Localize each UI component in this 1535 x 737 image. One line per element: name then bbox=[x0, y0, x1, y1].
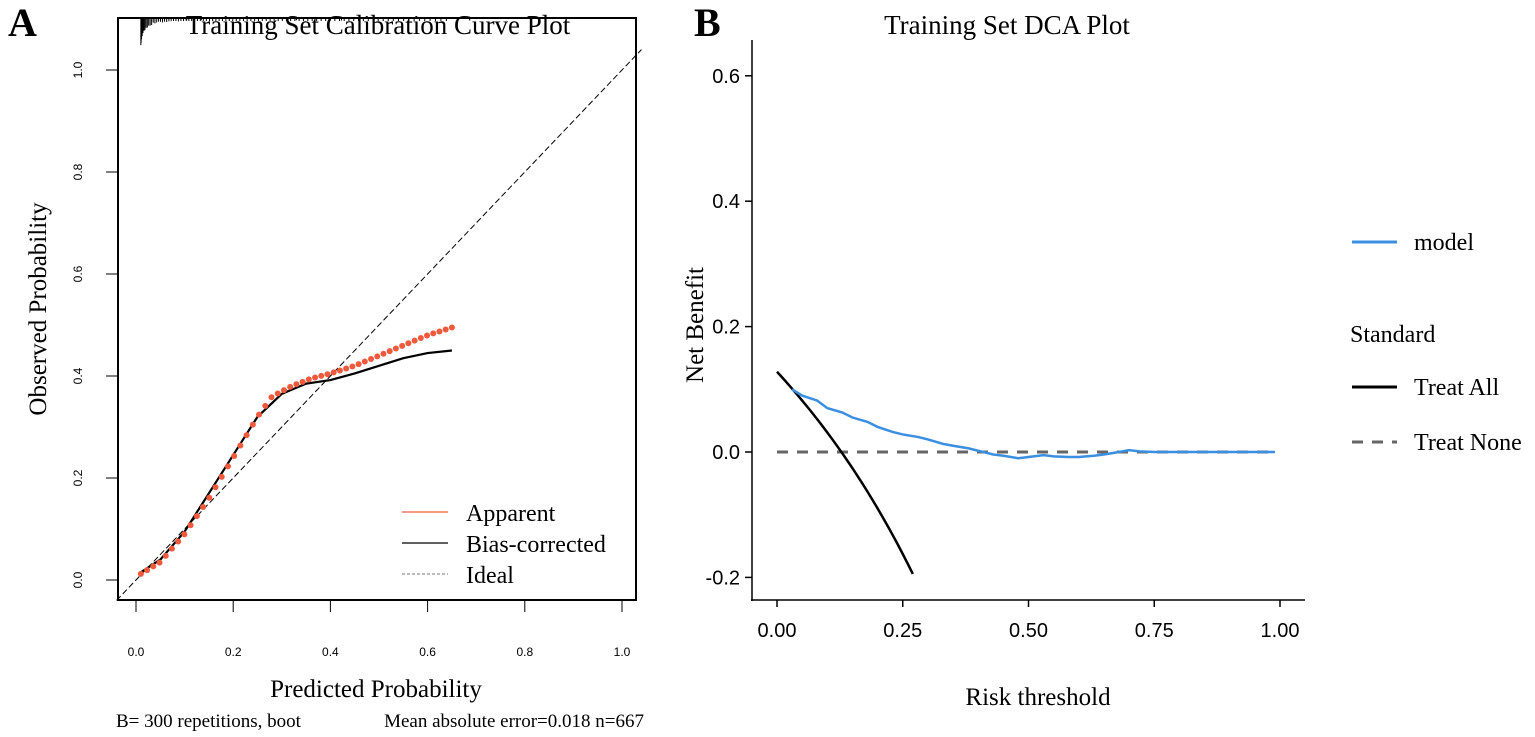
apparent-point bbox=[281, 387, 287, 393]
apparent-point bbox=[418, 335, 424, 341]
x-tick-label: 1.0 bbox=[614, 645, 631, 659]
legend-label-apparent: Apparent bbox=[466, 501, 556, 527]
y-tick-label: 0.0 bbox=[712, 442, 740, 464]
apparent-point bbox=[237, 443, 243, 449]
panel-a-legend: Apparent Bias-corrected Ideal bbox=[402, 501, 606, 589]
panel-b-xlabel: Risk threshold bbox=[965, 684, 1111, 711]
x-tick-label: 0.25 bbox=[883, 620, 922, 642]
panel-a-xlabel: Predicted Probability bbox=[270, 676, 482, 703]
apparent-point bbox=[244, 432, 250, 438]
apparent-point bbox=[213, 484, 219, 490]
apparent-point bbox=[206, 495, 212, 501]
apparent-point bbox=[219, 474, 225, 480]
apparent-point bbox=[256, 412, 262, 418]
apparent-point bbox=[362, 359, 368, 365]
panel-a-footnote-right: Mean absolute error=0.018 n=667 bbox=[384, 711, 644, 732]
apparent-point bbox=[443, 327, 449, 333]
x-tick-label: 0.0 bbox=[128, 645, 145, 659]
apparent-point bbox=[188, 522, 194, 528]
apparent-point bbox=[380, 351, 386, 357]
model-line bbox=[792, 389, 1275, 458]
panel-a-label: A bbox=[8, 0, 37, 45]
apparent-point bbox=[387, 348, 393, 354]
x-tick-label: 0.2 bbox=[225, 645, 242, 659]
apparent-point bbox=[324, 371, 330, 377]
apparent-point bbox=[356, 361, 362, 367]
apparent-point bbox=[405, 340, 411, 346]
apparent-point bbox=[300, 379, 306, 385]
x-tick-label: 0.8 bbox=[516, 645, 533, 659]
legend-label-ideal: Ideal bbox=[466, 563, 514, 589]
apparent-point bbox=[436, 328, 442, 334]
apparent-point bbox=[268, 394, 274, 400]
apparent-point bbox=[318, 373, 324, 379]
y-tick-label: 0.4 bbox=[71, 367, 85, 384]
panel-b-title: Training Set DCA Plot bbox=[884, 10, 1130, 40]
legend-label-treat-all: Treat All bbox=[1414, 375, 1499, 401]
x-tick-label: 0.75 bbox=[1135, 620, 1174, 642]
x-tick-label: 0.6 bbox=[419, 645, 436, 659]
apparent-point bbox=[175, 539, 181, 545]
x-tick-label: 0.00 bbox=[758, 620, 797, 642]
y-tick-label: 0.2 bbox=[71, 469, 85, 486]
apparent-point bbox=[150, 563, 156, 569]
apparent-point bbox=[231, 453, 237, 459]
apparent-point bbox=[393, 346, 399, 352]
apparent-point bbox=[144, 567, 150, 573]
apparent-point bbox=[430, 330, 436, 336]
y-tick-label: 0.6 bbox=[71, 265, 85, 282]
apparent-point bbox=[225, 463, 231, 469]
apparent-point bbox=[343, 365, 349, 371]
apparent-point bbox=[138, 571, 144, 577]
legend-title-standard: Standard bbox=[1350, 322, 1435, 348]
apparent-point bbox=[424, 332, 430, 338]
apparent-point bbox=[374, 353, 380, 359]
panel-b-legend: model Standard Treat All Treat None bbox=[1350, 230, 1522, 456]
legend-label-treat-none: Treat None bbox=[1414, 430, 1522, 456]
panel-a-footnote-left: B= 300 repetitions, boot bbox=[116, 711, 302, 732]
y-tick-label: 0.6 bbox=[712, 66, 740, 88]
x-tick-label: 1.00 bbox=[1261, 620, 1300, 642]
y-tick-label: 0.0 bbox=[71, 571, 85, 588]
apparent-point bbox=[275, 390, 281, 396]
x-tick-label: 0.4 bbox=[322, 645, 339, 659]
panel-a-ylabel: Observed Probability bbox=[25, 202, 52, 416]
legend-label-bias-corrected: Bias-corrected bbox=[466, 532, 606, 558]
apparent-point bbox=[194, 513, 200, 519]
apparent-point bbox=[200, 504, 206, 510]
y-tick-label: 0.8 bbox=[71, 163, 85, 180]
y-tick-label: -0.2 bbox=[706, 567, 740, 589]
apparent-point bbox=[331, 369, 337, 375]
panel-b-label: B bbox=[694, 0, 721, 45]
y-tick-label: 0.2 bbox=[712, 317, 740, 339]
apparent-point bbox=[169, 546, 175, 552]
legend-label-model: model bbox=[1414, 230, 1474, 256]
y-tick-label: 0.4 bbox=[712, 191, 740, 213]
apparent-point bbox=[163, 553, 169, 559]
apparent-point bbox=[250, 422, 256, 428]
panel-a-title: Training Set Calibration Curve Plot bbox=[186, 10, 571, 40]
apparent-point bbox=[399, 343, 405, 349]
apparent-point bbox=[368, 356, 374, 362]
apparent-point bbox=[293, 381, 299, 387]
apparent-point bbox=[412, 338, 418, 344]
apparent-point bbox=[181, 531, 187, 537]
x-tick-label: 0.50 bbox=[1009, 620, 1048, 642]
apparent-point bbox=[306, 376, 312, 382]
apparent-point bbox=[157, 560, 163, 566]
apparent-point bbox=[449, 325, 455, 331]
y-tick-label: 1.0 bbox=[71, 61, 85, 78]
treat-all-line bbox=[777, 372, 913, 574]
apparent-point bbox=[349, 364, 355, 370]
apparent-point bbox=[287, 384, 293, 390]
apparent-point bbox=[262, 403, 268, 409]
apparent-point bbox=[312, 374, 318, 380]
panel-b-ylabel: Net Benefit bbox=[682, 267, 709, 383]
apparent-point bbox=[337, 367, 343, 373]
